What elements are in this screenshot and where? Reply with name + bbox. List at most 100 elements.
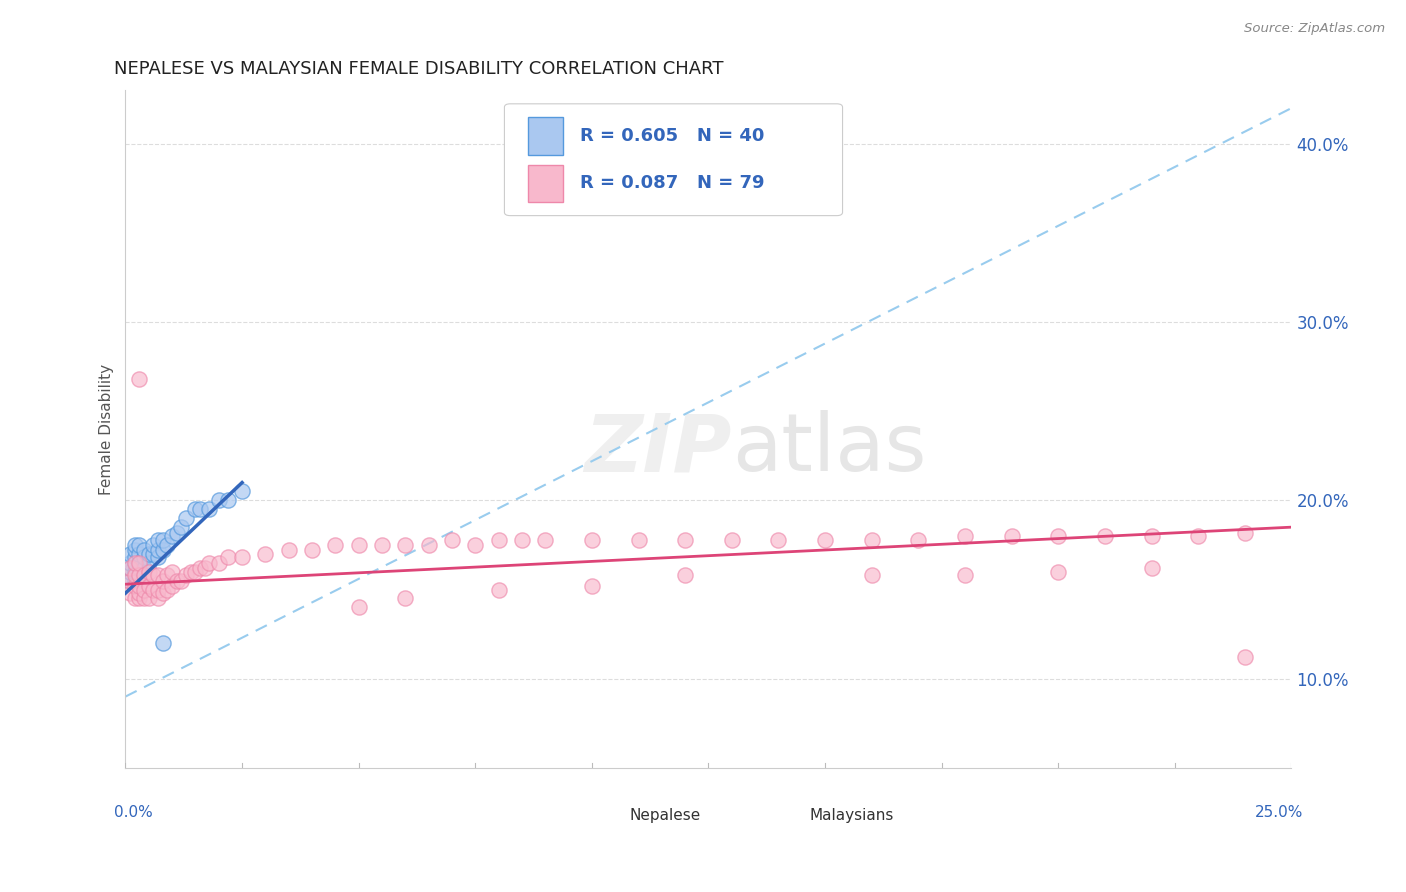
- Point: [124, 556, 146, 570]
- Point: [768, 533, 790, 547]
- Point: [142, 568, 165, 582]
- Point: [138, 565, 160, 579]
- Point: [120, 586, 142, 600]
- Point: [170, 520, 193, 534]
- Point: [170, 574, 193, 588]
- Point: [180, 565, 202, 579]
- Point: [1094, 529, 1116, 543]
- Point: [124, 574, 146, 588]
- Point: [174, 511, 197, 525]
- Point: [277, 543, 299, 558]
- Point: [146, 591, 169, 606]
- Point: [128, 547, 150, 561]
- Point: [194, 561, 217, 575]
- Point: [124, 538, 146, 552]
- Point: [142, 547, 165, 561]
- Point: [160, 579, 183, 593]
- Point: [120, 565, 142, 579]
- Point: [142, 538, 165, 552]
- Point: [534, 533, 557, 547]
- Point: [120, 556, 142, 570]
- Point: [152, 533, 174, 547]
- Point: [124, 591, 146, 606]
- FancyBboxPatch shape: [505, 103, 842, 216]
- Point: [673, 568, 696, 582]
- Point: [156, 538, 179, 552]
- Point: [1187, 529, 1209, 543]
- Point: [134, 561, 156, 575]
- Point: [128, 568, 150, 582]
- Point: [188, 561, 211, 575]
- Point: [146, 543, 169, 558]
- Point: [231, 484, 253, 499]
- Point: [146, 550, 169, 565]
- Point: [152, 636, 174, 650]
- Point: [138, 556, 160, 570]
- Point: [488, 582, 510, 597]
- Point: [128, 556, 150, 570]
- Point: [124, 579, 146, 593]
- Point: [152, 586, 174, 600]
- Point: [488, 533, 510, 547]
- Point: [128, 586, 150, 600]
- Text: ZIP: ZIP: [585, 410, 731, 489]
- Text: 0.0%: 0.0%: [114, 805, 153, 820]
- Point: [510, 533, 533, 547]
- Point: [347, 600, 370, 615]
- FancyBboxPatch shape: [527, 165, 562, 202]
- Point: [254, 547, 277, 561]
- Text: R = 0.087   N = 79: R = 0.087 N = 79: [581, 175, 765, 193]
- Point: [128, 568, 150, 582]
- FancyBboxPatch shape: [527, 118, 562, 154]
- Point: [134, 582, 156, 597]
- Point: [120, 561, 142, 575]
- Point: [160, 565, 183, 579]
- Point: [166, 525, 188, 540]
- Point: [1001, 529, 1024, 543]
- Point: [146, 533, 169, 547]
- Point: [581, 579, 603, 593]
- Point: [371, 538, 394, 552]
- Point: [124, 565, 146, 579]
- Point: [134, 568, 156, 582]
- Point: [120, 561, 142, 575]
- Point: [142, 582, 165, 597]
- FancyBboxPatch shape: [772, 808, 799, 822]
- Point: [128, 579, 150, 593]
- Point: [138, 579, 160, 593]
- Point: [188, 502, 211, 516]
- Point: [347, 538, 370, 552]
- Point: [160, 529, 183, 543]
- Point: [134, 543, 156, 558]
- Text: Source: ZipAtlas.com: Source: ZipAtlas.com: [1244, 22, 1385, 36]
- Point: [208, 493, 231, 508]
- Text: Malaysians: Malaysians: [810, 808, 894, 822]
- Point: [120, 574, 142, 588]
- Point: [860, 568, 883, 582]
- Point: [953, 529, 976, 543]
- Point: [134, 591, 156, 606]
- Point: [198, 502, 221, 516]
- Point: [124, 550, 146, 565]
- Point: [134, 550, 156, 565]
- Point: [231, 550, 253, 565]
- Point: [1140, 529, 1163, 543]
- Point: [128, 372, 150, 386]
- Point: [301, 543, 323, 558]
- Point: [166, 574, 188, 588]
- Point: [124, 568, 146, 582]
- Point: [627, 533, 650, 547]
- Point: [860, 533, 883, 547]
- Point: [198, 556, 221, 570]
- Point: [156, 582, 179, 597]
- Point: [146, 568, 169, 582]
- Point: [673, 533, 696, 547]
- Point: [464, 538, 486, 552]
- Text: 25.0%: 25.0%: [1254, 805, 1303, 820]
- Text: R = 0.605   N = 40: R = 0.605 N = 40: [581, 127, 765, 145]
- Point: [120, 547, 142, 561]
- Point: [440, 533, 463, 547]
- Point: [128, 538, 150, 552]
- Point: [138, 591, 160, 606]
- Point: [814, 533, 837, 547]
